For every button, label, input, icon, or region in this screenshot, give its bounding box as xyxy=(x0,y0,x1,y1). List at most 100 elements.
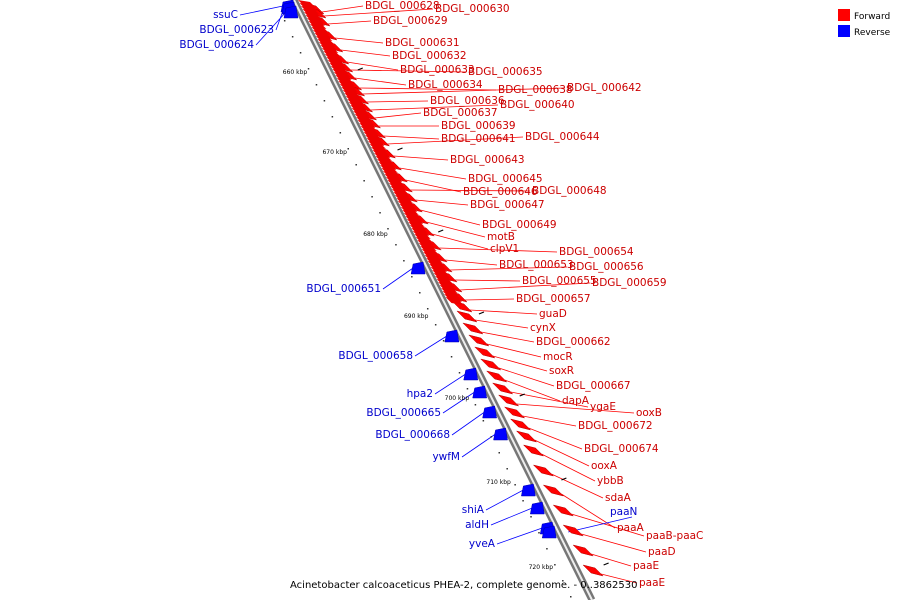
forward-gene-label[interactable]: BDGL_000629 xyxy=(373,15,448,27)
forward-gene-label[interactable]: BDGL_000643 xyxy=(450,154,525,166)
axis-dot xyxy=(450,356,453,358)
reverse-gene-feature[interactable] xyxy=(541,525,557,539)
forward-gene-feature[interactable] xyxy=(497,394,520,407)
axis-dot xyxy=(498,452,500,454)
forward-gene-label[interactable]: mocR xyxy=(543,351,573,363)
forward-label-leader xyxy=(534,439,590,467)
forward-gene-label[interactable]: BDGL_000641 xyxy=(441,133,516,145)
reverse-gene-feature[interactable] xyxy=(472,385,487,399)
forward-label-leader xyxy=(321,5,364,13)
reverse-gene-label[interactable]: paaN xyxy=(610,506,637,518)
forward-gene-label[interactable]: clpV1 xyxy=(490,243,519,255)
reverse-gene-label[interactable]: BDGL_000623 xyxy=(199,24,274,36)
forward-gene-label[interactable]: paaE xyxy=(633,560,659,572)
forward-gene-label[interactable]: BDGL_000647 xyxy=(470,199,545,211)
forward-gene-feature[interactable] xyxy=(491,382,514,395)
reverse-gene-feature[interactable] xyxy=(521,483,536,497)
forward-gene-feature[interactable] xyxy=(462,322,484,335)
forward-gene-label[interactable]: BDGL_000642 xyxy=(567,82,642,94)
forward-gene-label[interactable]: paaA xyxy=(617,522,645,534)
forward-gene-label[interactable]: BDGL_000659 xyxy=(592,277,667,289)
forward-gene-label[interactable]: BDGL_000662 xyxy=(536,336,611,348)
forward-gene-feature[interactable] xyxy=(532,464,555,477)
forward-gene-label[interactable]: paaB-paaC xyxy=(646,530,703,542)
forward-gene-label[interactable]: BDGL_000655 xyxy=(522,275,597,287)
reverse-gene-label[interactable]: hpa2 xyxy=(407,388,433,400)
reverse-gene-label[interactable]: ywfM xyxy=(432,451,460,463)
reverse-gene-feature[interactable] xyxy=(283,5,299,19)
forward-label-leader xyxy=(410,189,531,192)
axis-tick-mark xyxy=(561,477,567,481)
forward-gene-label[interactable]: BDGL_000633 xyxy=(400,64,475,76)
forward-gene-label[interactable]: BDGL_000634 xyxy=(408,79,483,91)
forward-label-leader xyxy=(498,367,555,387)
forward-gene-label[interactable]: BDGL_000674 xyxy=(584,443,659,455)
forward-gene-label[interactable]: BDGL_000653 xyxy=(499,259,574,271)
reverse-gene-feature[interactable] xyxy=(482,405,497,419)
forward-gene-label[interactable]: sdaA xyxy=(605,492,632,504)
axis-tick-mark xyxy=(478,311,485,315)
forward-gene-label[interactable]: BDGL_000667 xyxy=(556,380,631,392)
forward-gene-label[interactable]: guaD xyxy=(539,308,567,320)
forward-gene-feature[interactable] xyxy=(474,346,496,359)
forward-gene-feature[interactable] xyxy=(582,564,604,577)
forward-gene-feature[interactable] xyxy=(479,358,502,371)
forward-gene-feature[interactable] xyxy=(456,310,478,323)
reverse-gene-label[interactable]: BDGL_000624 xyxy=(179,39,254,51)
forward-gene-label[interactable]: BDGL_000656 xyxy=(569,261,644,273)
forward-gene-label[interactable]: BDGL_000654 xyxy=(559,246,634,258)
reverse-gene-feature[interactable] xyxy=(530,501,545,515)
forward-gene-label[interactable]: BDGL_000644 xyxy=(525,131,600,143)
forward-gene-label[interactable]: BDGL_000645 xyxy=(468,173,543,185)
forward-gene-feature[interactable] xyxy=(509,418,532,431)
forward-gene-label[interactable]: dapA xyxy=(562,395,590,407)
forward-gene-feature[interactable] xyxy=(542,484,565,497)
forward-gene-label[interactable]: BDGL_000630 xyxy=(435,3,510,15)
forward-gene-label[interactable]: ybbB xyxy=(597,475,624,487)
forward-gene-label[interactable]: soxR xyxy=(549,365,574,377)
reverse-gene-label[interactable]: aldH xyxy=(465,519,489,531)
reverse-gene-label[interactable]: BDGL_000668 xyxy=(375,429,450,441)
forward-gene-label[interactable]: BDGL_000636 xyxy=(430,95,505,107)
forward-gene-label[interactable]: BDGL_000635 xyxy=(468,66,543,78)
forward-gene-label[interactable]: BDGL_000637 xyxy=(423,107,498,119)
forward-gene-feature[interactable] xyxy=(572,544,594,557)
forward-gene-feature[interactable] xyxy=(562,524,585,537)
reverse-gene-label[interactable]: shiA xyxy=(462,504,485,516)
axis-dot xyxy=(434,324,437,326)
forward-gene-label[interactable]: paaD xyxy=(648,546,676,558)
reverse-gene-feature[interactable] xyxy=(410,261,426,275)
forward-gene-label[interactable]: BDGL_000632 xyxy=(392,50,467,62)
forward-gene-label[interactable]: BDGL_000657 xyxy=(516,293,591,305)
forward-gene-label[interactable]: BDGL_000639 xyxy=(441,120,516,132)
forward-gene-feature[interactable] xyxy=(485,370,508,383)
reverse-gene-feature[interactable] xyxy=(493,427,508,441)
forward-gene-label[interactable]: BDGL_000672 xyxy=(578,420,653,432)
reverse-gene-feature[interactable] xyxy=(463,367,479,381)
forward-gene-feature[interactable] xyxy=(552,504,575,517)
reverse-gene-label[interactable]: yveA xyxy=(469,538,496,550)
forward-gene-feature[interactable] xyxy=(503,406,526,419)
forward-gene-label[interactable]: ygaE xyxy=(590,401,616,413)
forward-gene-label[interactable]: motB xyxy=(487,231,515,243)
forward-gene-feature[interactable] xyxy=(515,430,538,443)
forward-gene-feature[interactable] xyxy=(468,334,490,347)
forward-gene-feature[interactable] xyxy=(522,444,545,457)
reverse-gene-label[interactable]: BDGL_000651 xyxy=(306,283,381,295)
reverse-gene-label[interactable]: BDGL_000665 xyxy=(366,407,441,419)
reverse-gene-label[interactable]: ssuC xyxy=(213,9,238,21)
reverse-gene-feature[interactable] xyxy=(444,329,460,343)
forward-gene-label[interactable]: BDGL_000640 xyxy=(500,99,575,111)
reverse-gene-label[interactable]: BDGL_000658 xyxy=(338,350,413,362)
forward-gene-label[interactable]: BDGL_000631 xyxy=(385,37,460,49)
forward-gene-label[interactable]: BDGL_000649 xyxy=(482,219,557,231)
forward-gene-label[interactable]: cynX xyxy=(530,322,556,334)
forward-gene-label[interactable]: paaE xyxy=(639,577,665,589)
forward-gene-label[interactable]: BDGL_000648 xyxy=(532,185,607,197)
forward-gene-label[interactable]: BDGL_000646 xyxy=(463,186,538,198)
forward-gene-label[interactable]: ooxA xyxy=(591,460,618,472)
forward-gene-label[interactable]: BDGL_000628 xyxy=(365,0,440,12)
forward-gene-label[interactable]: BDGL_000638 xyxy=(498,84,573,96)
forward-gene-label[interactable]: ooxB xyxy=(636,407,662,419)
axis-dot xyxy=(323,100,326,102)
